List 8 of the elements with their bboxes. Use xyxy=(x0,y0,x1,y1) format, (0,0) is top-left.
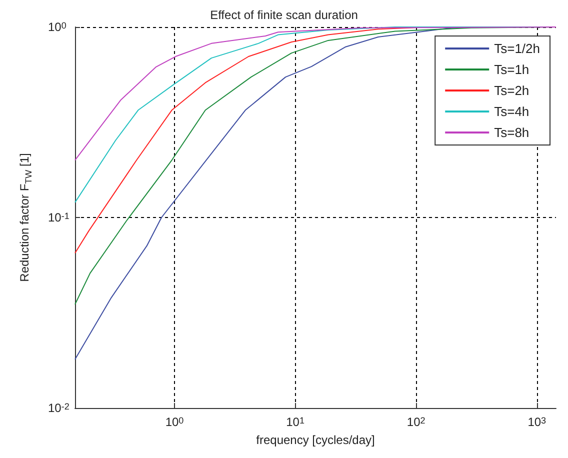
legend-label: Ts=1/2h xyxy=(494,41,540,56)
x-axis-title: frequency [cycles/day] xyxy=(256,433,375,447)
legend-label: Ts=2h xyxy=(494,83,530,98)
chart-title: Effect of finite scan duration xyxy=(210,8,358,22)
legend-label: Ts=8h xyxy=(494,125,530,140)
y-axis-title: Reduction factor FTW [1] xyxy=(18,153,34,282)
legend-label: Ts=1h xyxy=(494,62,530,77)
legend-label: Ts=4h xyxy=(494,104,530,119)
